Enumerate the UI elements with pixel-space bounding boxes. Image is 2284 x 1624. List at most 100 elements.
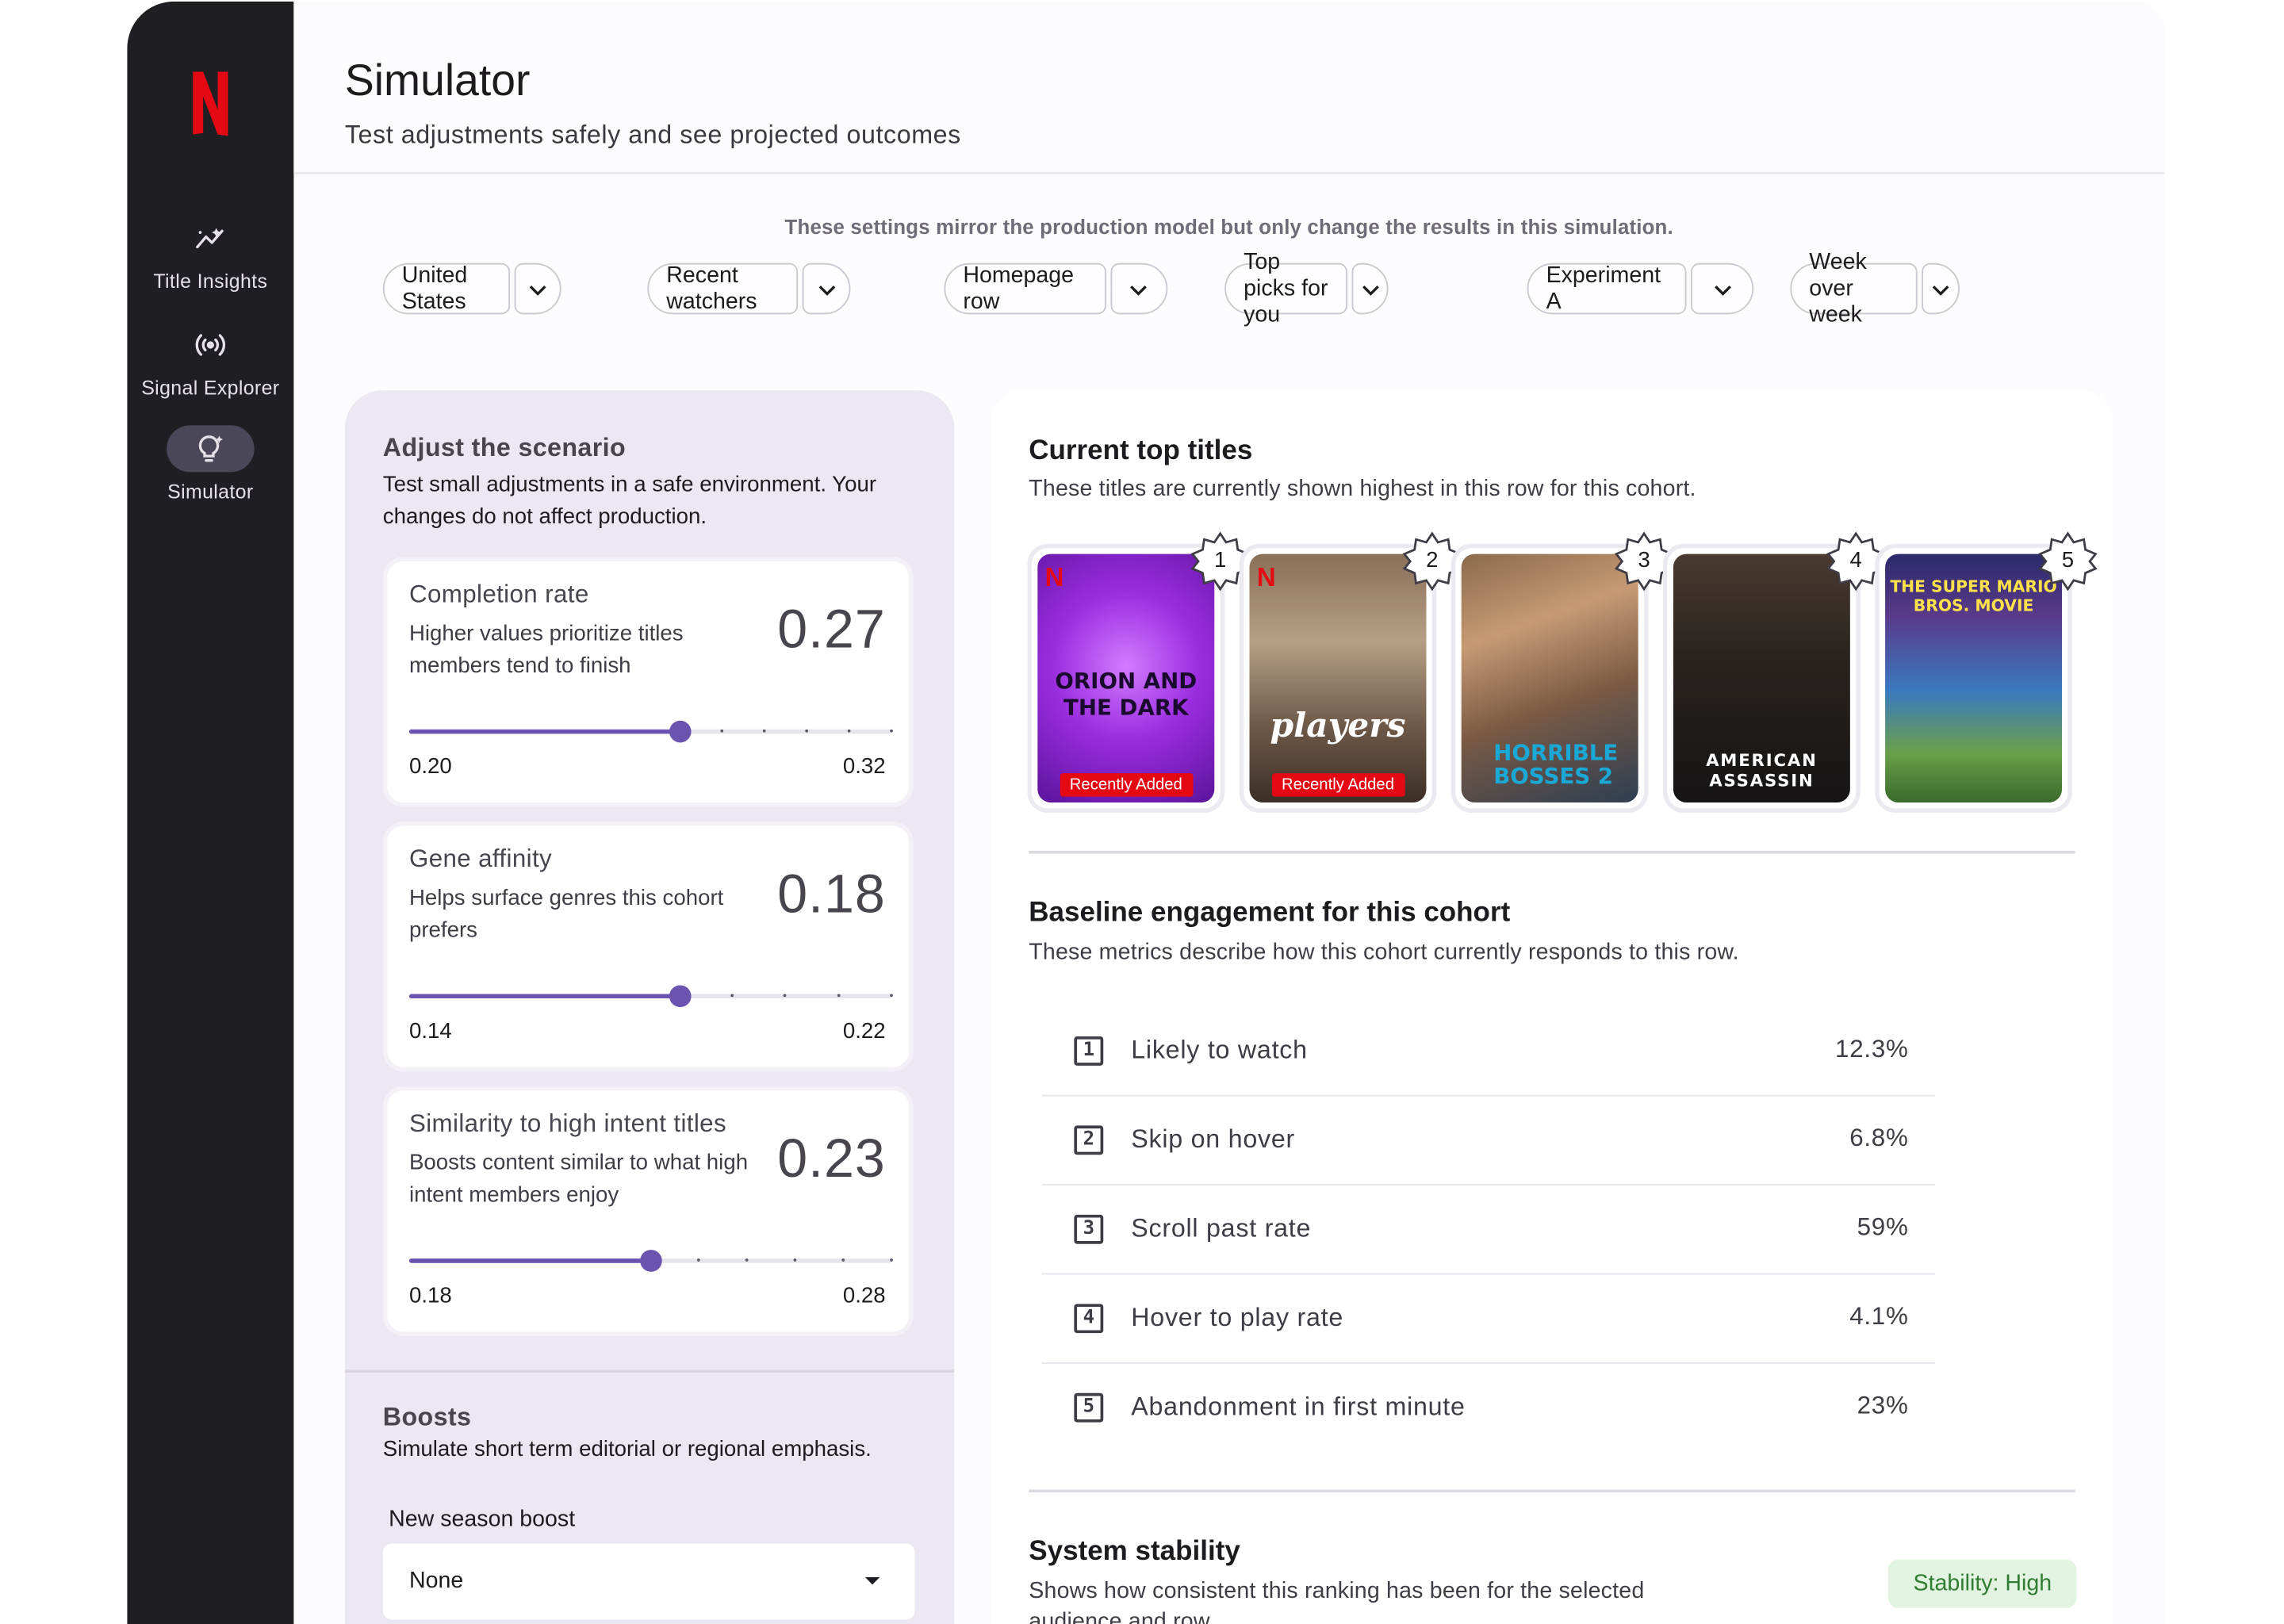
- slider-tick: [730, 994, 734, 998]
- metric-row-scroll-past-rate: 3 Scroll past rate 59%: [1041, 1185, 1935, 1275]
- page-title: Simulator: [344, 56, 531, 105]
- metric-label: Scroll past rate: [1131, 1213, 1312, 1243]
- scenario-panel: Adjust the scenario Test small adjustmen…: [344, 390, 955, 1624]
- sidebar-item-signal-explorer[interactable]: Signal Explorer: [127, 322, 293, 399]
- genre-affinity-slider[interactable]: [408, 979, 893, 1014]
- slider-thumb[interactable]: [669, 985, 692, 1008]
- rank-badge: 1: [1190, 530, 1251, 592]
- card-value: 0.27: [777, 599, 886, 660]
- slider-tick: [793, 1258, 797, 1262]
- new-season-boost-select[interactable]: None: [382, 1543, 915, 1620]
- slider-tick: [762, 729, 766, 733]
- filter-label[interactable]: Homepage row: [944, 262, 1106, 315]
- top-titles-subtitle: These titles are currently shown highest…: [1029, 476, 1696, 502]
- slider-fill: [408, 994, 680, 999]
- app-window: Title Insights Signal Explorer Simulator…: [127, 1, 2165, 1624]
- filter-surface[interactable]: Homepage row: [944, 262, 1168, 315]
- title-poster[interactable]: N players Recently Added 2: [1239, 531, 1462, 813]
- metric-label: Skip on hover: [1131, 1124, 1296, 1154]
- slider-fill: [408, 1258, 651, 1263]
- card-title: Completion rate: [408, 580, 589, 608]
- filter-label[interactable]: United States: [382, 262, 510, 315]
- stability-title: System stability: [1029, 1536, 1240, 1568]
- title-poster[interactable]: HORRIBLE BOSSES 2 3: [1450, 531, 1674, 813]
- chevron-down-icon[interactable]: [803, 262, 851, 315]
- chevron-down-icon[interactable]: [1691, 262, 1754, 315]
- poster-art: N players Recently Added: [1249, 553, 1427, 803]
- netflix-n-icon: N: [1044, 562, 1064, 592]
- title-poster[interactable]: N ORION AND THE DARK Recently Added 1: [1027, 531, 1250, 813]
- slider-max: 0.32: [842, 754, 886, 779]
- completion-rate-slider[interactable]: [408, 714, 893, 749]
- genre-affinity-card: Gene affinity Helps surface genres this …: [382, 821, 914, 1072]
- poster-title: HORRIBLE BOSSES 2: [1493, 739, 1619, 790]
- metric-value: 4.1%: [1849, 1302, 1909, 1331]
- card-description: Helps surface genres this cohort prefers: [408, 886, 724, 943]
- slider-max: 0.22: [842, 1018, 886, 1044]
- rank-badge: 4: [1826, 530, 1887, 592]
- rank-1-icon: 1: [1074, 1036, 1104, 1066]
- poster-art: AMERICAN ASSASSIN: [1673, 553, 1850, 803]
- title-poster[interactable]: THE SUPER MARIO BROS. MOVIE 5: [1875, 531, 2098, 813]
- rank-number: 2: [1426, 548, 1439, 573]
- rank-5-icon: 5: [1074, 1392, 1104, 1423]
- rank-badge: 5: [2037, 530, 2098, 592]
- baseline-subtitle: These metrics describe how this cohort c…: [1029, 940, 1739, 965]
- chevron-down-icon[interactable]: [514, 262, 561, 315]
- sidebar-item-label: Simulator: [167, 481, 254, 504]
- slider-tick: [890, 994, 893, 998]
- metric-value: 59%: [1857, 1213, 1909, 1242]
- stability-description: Shows how consistent this ranking has be…: [1029, 1578, 1645, 1624]
- metric-row-skip-on-hover: 2 Skip on hover 6.8%: [1041, 1097, 1935, 1185]
- poster-title: AMERICAN ASSASSIN: [1706, 749, 1818, 791]
- slider-min: 0.20: [408, 754, 452, 779]
- filter-experiment[interactable]: Experiment A: [1527, 262, 1754, 315]
- boosts-description: Simulate short term editorial or regiona…: [382, 1437, 872, 1462]
- filter-label[interactable]: Week over week: [1790, 249, 1918, 327]
- completion-rate-card: Completion rate Higher values prioritize…: [382, 557, 914, 807]
- filter-label[interactable]: Top picks for you: [1224, 249, 1348, 327]
- top-titles-title: Current top titles: [1029, 435, 1253, 467]
- rank-badge: 3: [1613, 530, 1674, 592]
- chevron-down-icon[interactable]: [1921, 262, 1960, 315]
- metric-label: Abandonment in first minute: [1131, 1391, 1466, 1421]
- filter-period[interactable]: Week over week: [1790, 249, 1960, 327]
- high-intent-similarity-card: Similarity to high intent titles Boosts …: [382, 1086, 914, 1336]
- netflix-logo[interactable]: [190, 71, 232, 136]
- slider-tick: [890, 729, 893, 733]
- rank-number: 4: [1849, 548, 1862, 573]
- sidebar-item-title-insights[interactable]: Title Insights: [127, 215, 293, 293]
- title-poster[interactable]: AMERICAN ASSASSIN 4: [1662, 531, 1886, 813]
- poster-art: THE SUPER MARIO BROS. MOVIE: [1885, 553, 2063, 803]
- slider-thumb[interactable]: [669, 720, 692, 743]
- high-intent-similarity-slider[interactable]: [408, 1244, 893, 1279]
- poster-title: players: [1270, 706, 1406, 746]
- stability-badge: Stability: High: [1888, 1559, 2077, 1608]
- card-description: Boosts content similar to what high inte…: [408, 1150, 749, 1208]
- card-title: Similarity to high intent titles: [408, 1109, 727, 1138]
- metric-label: Hover to play rate: [1131, 1302, 1344, 1332]
- filter-label[interactable]: Experiment A: [1527, 262, 1687, 315]
- select-value: None: [408, 1568, 464, 1594]
- metric-row-likely-to-watch: 1 Likely to watch 12.3%: [1041, 1007, 1935, 1097]
- slider-thumb[interactable]: [640, 1250, 662, 1272]
- metric-row-hover-to-play-rate: 4 Hover to play rate 4.1%: [1041, 1274, 1935, 1364]
- slider-tick: [720, 729, 723, 733]
- slider-min: 0.14: [408, 1018, 452, 1044]
- filter-row[interactable]: Top picks for you: [1224, 249, 1389, 327]
- filter-note: These settings mirror the production mod…: [784, 214, 1673, 239]
- filter-audience[interactable]: Recent watchers: [647, 262, 851, 315]
- slider-tick: [841, 1258, 845, 1262]
- slider-tick: [847, 729, 851, 733]
- boosts-title: Boosts: [382, 1401, 472, 1431]
- chevron-down-icon[interactable]: [1351, 262, 1389, 315]
- chevron-down-icon[interactable]: [1109, 262, 1168, 315]
- slider-tick: [890, 1258, 893, 1262]
- poster-title: THE SUPER MARIO BROS. MOVIE: [1890, 577, 2057, 616]
- sidebar-item-simulator[interactable]: Simulator: [127, 425, 293, 503]
- metric-value: 23%: [1857, 1391, 1909, 1419]
- rank-2-icon: 2: [1074, 1125, 1104, 1155]
- slider-max: 0.28: [842, 1283, 886, 1308]
- filter-region[interactable]: United States: [382, 262, 561, 315]
- filter-label[interactable]: Recent watchers: [647, 262, 799, 315]
